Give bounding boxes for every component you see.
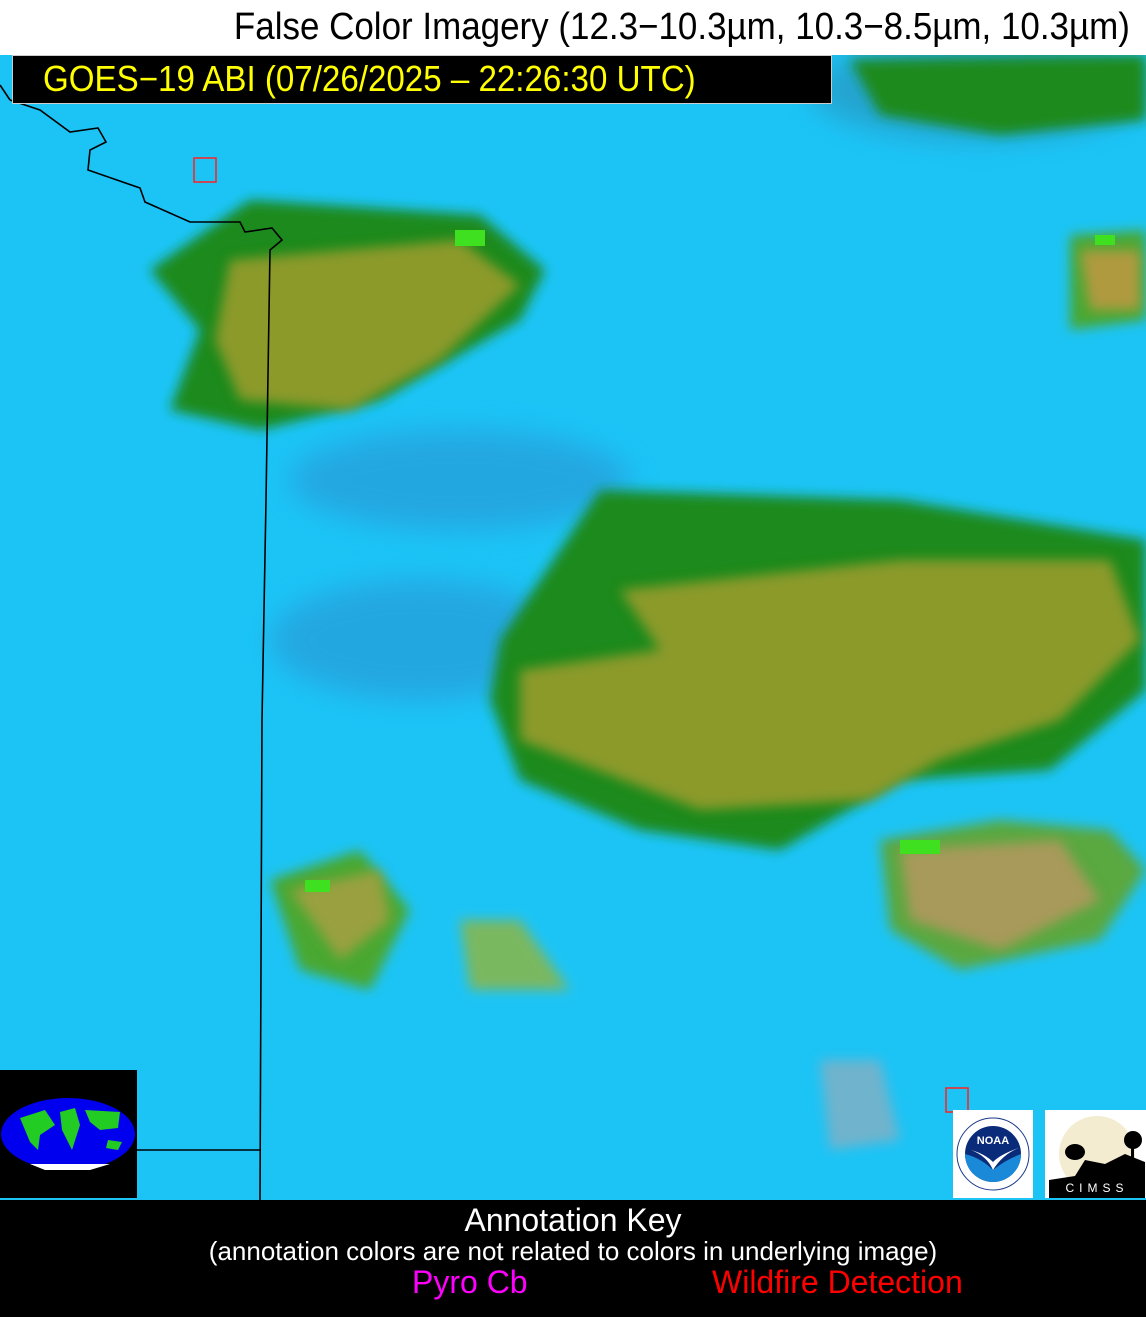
annotation-key-title: Annotation Key xyxy=(464,1202,682,1238)
legend-wildfire-detection: Wildfire Detection xyxy=(712,1264,963,1300)
annotation-key: Annotation Key (annotation colors are no… xyxy=(0,1200,1146,1317)
wildfire-detection-marker xyxy=(193,157,217,183)
cloud-tops xyxy=(215,240,1140,1150)
annotation-key-note: (annotation colors are not related to co… xyxy=(208,1236,938,1266)
cimss-logo: CIMSS xyxy=(1045,1110,1146,1198)
subtitle-box: GOES−19 ABI (07/26/2025 – 22:26:30 UTC) xyxy=(12,55,832,104)
image-title: False Color Imagery (12.3−10.3µm, 10.3−8… xyxy=(234,6,1130,48)
cimss-logo-text: CIMSS xyxy=(1065,1181,1128,1195)
image-subtitle: GOES−19 ABI (07/26/2025 – 22:26:30 UTC) xyxy=(43,58,696,99)
title-band: False Color Imagery (12.3−10.3µm, 10.3−8… xyxy=(0,0,1146,55)
bright-cloud-edges xyxy=(305,230,1115,892)
noaa-logo-text: NOAA xyxy=(977,1135,1009,1147)
legend-pyro-cb: Pyro Cb xyxy=(412,1264,528,1300)
satellite-image xyxy=(0,0,1146,1200)
wildfire-detection-marker xyxy=(945,1087,969,1113)
border-lines xyxy=(0,84,284,1200)
globe-inset-icon xyxy=(0,1070,137,1198)
noaa-logo: NOAA xyxy=(953,1110,1033,1198)
